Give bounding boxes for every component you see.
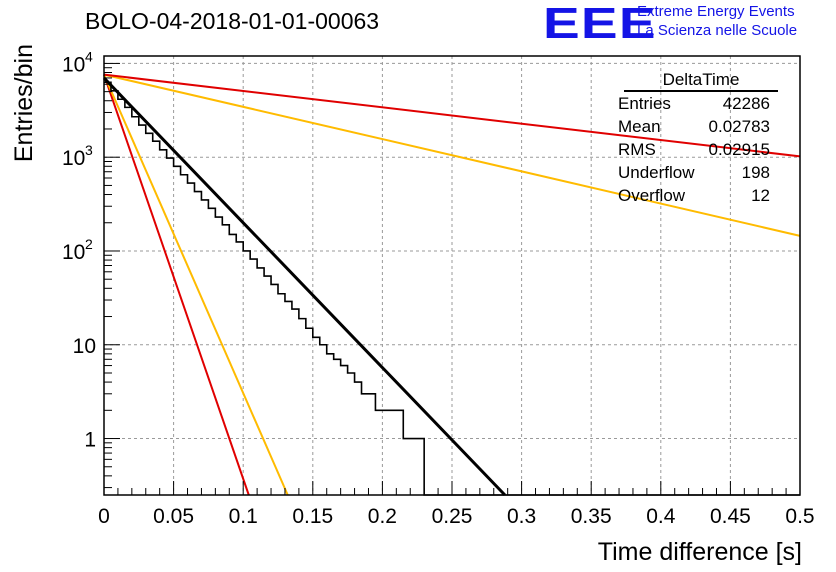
fit-curve-orange [103,74,289,496]
stat-label: Entries [618,94,671,113]
stats-header: DeltaTime [624,70,778,92]
x-tick-label: 0.45 [710,505,751,528]
y-tick-label-exponent: 3 [85,142,93,158]
stat-label: Underflow [618,163,695,182]
y-tick-label: 10 [73,335,96,358]
y-tick-label-exponent: 4 [85,48,93,64]
fit-curve-red [103,74,250,496]
stat-label: RMS [618,140,656,159]
grid-lines [104,56,800,495]
x-tick-label: 0.05 [153,505,194,528]
x-tick-label: 0.2 [368,505,397,528]
y-tick-label: 10 [62,147,85,170]
stat-value: 198 [741,163,770,182]
y-axis-label: Entries/bin [10,44,38,162]
y-tick-label: 10 [62,53,85,76]
fit-curve-orange [103,73,801,237]
stat-label: Mean [618,117,661,136]
stat-value: 42286 [722,94,770,113]
stats-row-mean: Mean 0.02783 [612,115,778,138]
axis-ticks [103,62,801,495]
x-tick-label: 0.15 [292,505,333,528]
x-tick-label: 0.25 [432,505,473,528]
x-tick-label: 0.3 [507,505,536,528]
stats-row-underflow: Underflow 198 [612,161,778,184]
stat-label: Overflow [618,186,686,205]
x-axis-label: Time difference [s] [598,538,802,566]
stats-row-entries: Entries 42286 [612,92,778,115]
tick-labels: 0 0.05 0.1 0.15 0.2 0.25 0.3 0.35 0.4 0.45 0.5 1 10 1… [62,48,815,528]
x-tick-label: 0.5 [785,505,814,528]
fit-curves-front [102,76,506,497]
x-tick-label: 0.35 [571,505,612,528]
stats-box: DeltaTime Entries 42286 Mean 0.02783 RMS… [612,70,778,207]
fit-curves [103,73,801,496]
logo-line-1: Extreme Energy Events [637,3,795,20]
logo-line-2: La Scienza nelle Scuole [637,22,798,39]
x-tick-label: 0 [98,505,110,528]
y-tick-label: 1 [84,429,96,452]
stat-value: 12 [751,186,770,205]
stats-row-rms: RMS 0.02915 [612,138,778,161]
eee-logo: EEE [543,0,657,48]
fit-curve-red [103,73,801,158]
chart-title: BOLO-04-2018-01-01-00063 [85,8,380,34]
y-tick-label: 10 [62,241,85,264]
x-tick-label: 0.1 [229,505,258,528]
y-tick-label-exponent: 2 [85,236,93,252]
stats-row-overflow: Overflow 12 [612,184,778,207]
fit-curve-black [102,76,506,497]
stat-value: 0.02783 [708,117,770,136]
x-tick-label: 0.4 [646,505,676,528]
stat-value: 0.02915 [708,140,770,159]
